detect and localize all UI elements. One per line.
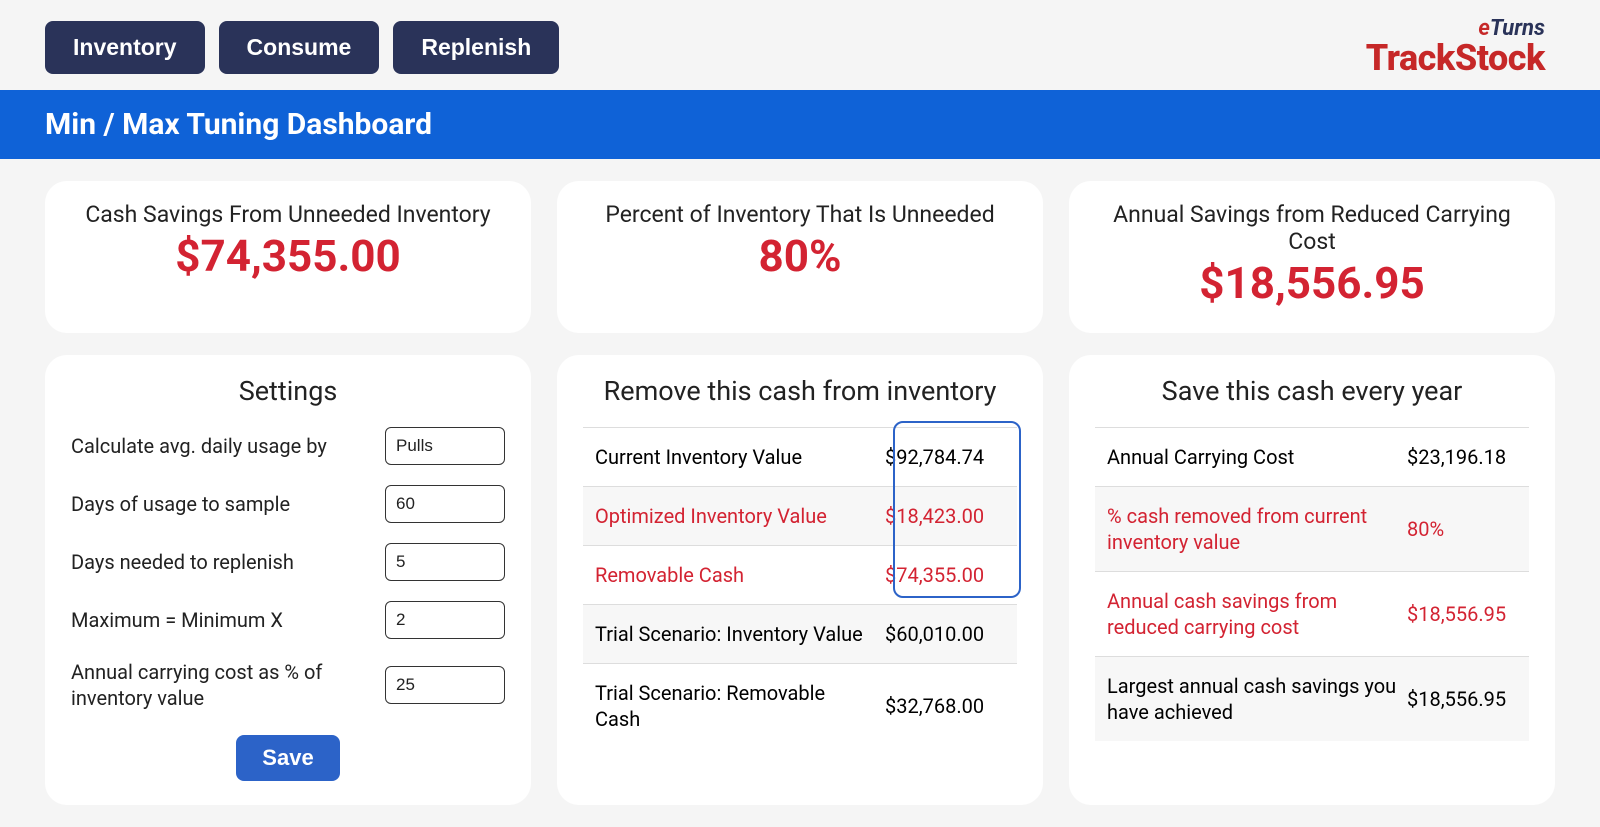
table-row: Removable Cash $74,355.00: [583, 545, 1017, 604]
table-row: % cash removed from current inventory va…: [1095, 486, 1529, 571]
annual-cost-value: $23,196.18: [1407, 445, 1517, 469]
kpi-annual-savings-label: Annual Savings from Reduced Carrying Cos…: [1095, 201, 1529, 255]
kpi-cash-savings-label: Cash Savings From Unneeded Inventory: [71, 201, 505, 228]
current-inv-value: $92,784.74: [885, 445, 1005, 469]
optimized-inv-label: Optimized Inventory Value: [595, 503, 885, 529]
kpi-pct-unneeded-label: Percent of Inventory That Is Unneeded: [583, 201, 1017, 228]
removable-cash-value: $74,355.00: [885, 563, 1005, 587]
save-cash-title: Save this cash every year: [1095, 375, 1529, 407]
largest-savings-label: Largest annual cash savings you have ach…: [1107, 673, 1407, 725]
max-min-input[interactable]: [385, 601, 505, 639]
settings-title: Settings: [71, 375, 505, 407]
trial-inv-label: Trial Scenario: Inventory Value: [595, 621, 885, 647]
days-sample-input[interactable]: [385, 485, 505, 523]
remove-cash-panel: Remove this cash from inventory Current …: [557, 355, 1043, 805]
current-inv-label: Current Inventory Value: [595, 444, 885, 470]
trial-inv-value: $60,010.00: [885, 622, 1005, 646]
annual-savings-row-label: Annual cash savings from reduced carryin…: [1107, 588, 1407, 640]
table-row: Annual cash savings from reduced carryin…: [1095, 571, 1529, 656]
table-row: Trial Scenario: Inventory Value $60,010.…: [583, 604, 1017, 663]
table-row: Current Inventory Value $92,784.74: [583, 427, 1017, 486]
pct-removed-value: 80%: [1407, 517, 1517, 541]
table-row: Largest annual cash savings you have ach…: [1095, 656, 1529, 741]
table-row: Annual Carrying Cost $23,196.18: [1095, 427, 1529, 486]
trial-rem-value: $32,768.00: [885, 694, 1005, 718]
kpi-pct-unneeded-value: 80%: [583, 230, 1017, 282]
save-button[interactable]: Save: [236, 735, 339, 781]
nav-inventory-button[interactable]: Inventory: [45, 21, 205, 74]
table-row: Trial Scenario: Removable Cash $32,768.0…: [583, 663, 1017, 748]
kpi-annual-savings-value: $18,556.95: [1095, 257, 1529, 309]
calc-usage-label: Calculate avg. daily usage by: [71, 433, 327, 459]
pct-removed-label: % cash removed from current inventory va…: [1107, 503, 1407, 555]
trial-rem-label: Trial Scenario: Removable Cash: [595, 680, 885, 732]
days-replenish-input[interactable]: [385, 543, 505, 581]
nav-replenish-button[interactable]: Replenish: [393, 21, 559, 74]
remove-cash-title: Remove this cash from inventory: [583, 375, 1017, 407]
page-title: Min / Max Tuning Dashboard: [0, 90, 1600, 159]
kpi-pct-unneeded: Percent of Inventory That Is Unneeded 80…: [557, 181, 1043, 333]
settings-panel: Settings Calculate avg. daily usage by D…: [45, 355, 531, 805]
calc-usage-input[interactable]: [385, 427, 505, 465]
days-sample-label: Days of usage to sample: [71, 491, 290, 517]
kpi-cash-savings: Cash Savings From Unneeded Inventory $74…: [45, 181, 531, 333]
kpi-cash-savings-value: $74,355.00: [71, 230, 505, 282]
carrying-cost-input[interactable]: [385, 666, 505, 704]
save-cash-panel: Save this cash every year Annual Carryin…: [1069, 355, 1555, 805]
nav-consume-button[interactable]: Consume: [219, 21, 380, 74]
max-min-label: Maximum = Minimum X: [71, 607, 283, 633]
logo-trackstock: TrackStock: [1366, 40, 1545, 76]
largest-savings-value: $18,556.95: [1407, 687, 1517, 711]
days-replenish-label: Days needed to replenish: [71, 549, 294, 575]
removable-cash-label: Removable Cash: [595, 562, 885, 588]
table-row: Optimized Inventory Value $18,423.00: [583, 486, 1017, 545]
kpi-annual-savings: Annual Savings from Reduced Carrying Cos…: [1069, 181, 1555, 333]
brand-logo: eTurns TrackStock: [1366, 18, 1555, 76]
annual-savings-row-value: $18,556.95: [1407, 602, 1517, 626]
annual-cost-label: Annual Carrying Cost: [1107, 444, 1407, 470]
carrying-cost-label: Annual carrying cost as % of inventory v…: [71, 659, 365, 711]
optimized-inv-value: $18,423.00: [885, 504, 1005, 528]
